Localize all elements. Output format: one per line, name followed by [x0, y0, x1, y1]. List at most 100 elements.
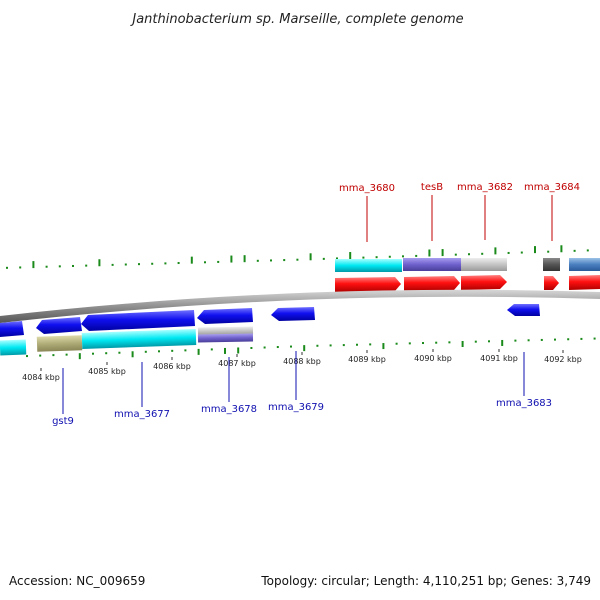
feature-gray-bottom[interactable] [197, 326, 254, 336]
gc-tick-top [124, 263, 127, 266]
gc-tick-top [441, 249, 444, 257]
gc-tick-bottom [527, 339, 530, 342]
gc-tick-top [349, 252, 352, 260]
tick-4090-label: 4090 kbp [414, 354, 452, 363]
gc-tick-bottom [237, 347, 240, 354]
gene-label-tesb[interactable]: tesB [421, 182, 443, 193]
gc-tick-top [481, 252, 484, 255]
tick-4085-label: 4085 kbp [88, 367, 126, 376]
gc-tick-top [454, 253, 457, 256]
gc-tick-bottom [580, 337, 583, 340]
gc-tick-bottom [382, 343, 385, 350]
genome-info-text: Topology: circular; Length: 4,110,251 bp… [261, 574, 591, 588]
gc-tick-bottom [356, 343, 358, 346]
gc-tick-top [520, 251, 523, 254]
gc-tick-top [468, 253, 470, 256]
gc-tick-top [362, 256, 365, 259]
gene-arrow-mma-3682[interactable] [461, 275, 507, 290]
gene-arrow-tesb[interactable] [404, 276, 460, 291]
gene-label-mma-3677[interactable]: mma_3677 [114, 409, 170, 420]
gene-labels-bottom: gst9 mma_3677 mma_3678 mma_3679 mma_3683 [52, 351, 552, 427]
gc-tick-bottom [65, 353, 68, 356]
tick-4091-label: 4091 kbp [480, 354, 518, 363]
gene-arrow-reverse-edge[interactable] [0, 321, 24, 337]
gc-tick-bottom [276, 346, 279, 349]
gc-tick-bottom [303, 345, 306, 352]
gene-arrow-mma-3684[interactable] [544, 276, 559, 290]
tick-4087-label: 4087 kbp [218, 359, 256, 368]
tick-4088-label: 4088 kbp [283, 357, 321, 366]
gene-label-mma-3683[interactable]: mma_3683 [496, 398, 552, 409]
feature-cyan-top[interactable] [335, 259, 402, 272]
gc-tick-top [204, 261, 206, 264]
genome-backbone [0, 289, 600, 323]
gc-skew-ticks-top [6, 245, 589, 269]
gene-arrow-mma-3683[interactable] [507, 304, 540, 316]
feature-purple-top[interactable] [403, 258, 461, 271]
gc-tick-top [573, 249, 576, 252]
gc-tick-bottom [342, 344, 345, 347]
feature-steel-top[interactable] [569, 258, 600, 271]
gc-tick-bottom [210, 348, 213, 351]
gene-arrow-mma-3679[interactable] [271, 307, 315, 321]
gc-skew-ticks-bottom [26, 337, 596, 360]
gene-arrow-mma-3677[interactable] [81, 310, 195, 331]
gc-tick-bottom [554, 338, 556, 341]
gc-tick-bottom [408, 342, 411, 345]
tick-4092-label: 4092 kbp [544, 355, 582, 364]
gc-tick-top [547, 250, 550, 253]
gc-tick-bottom [461, 340, 464, 347]
gene-label-mma-3680[interactable]: mma_3680 [339, 183, 395, 194]
gc-tick-bottom [448, 341, 451, 344]
gc-tick-top [164, 262, 167, 265]
gc-tick-bottom [290, 345, 292, 348]
gene-label-mma-3679[interactable]: mma_3679 [268, 402, 324, 413]
gc-tick-top [98, 259, 101, 267]
gene-arrow-mma-3678[interactable] [197, 308, 253, 324]
gc-tick-bottom [263, 346, 266, 349]
gc-tick-bottom [474, 340, 477, 343]
accession-text: Accession: NC_009659 [9, 574, 146, 588]
gc-tick-top [19, 266, 22, 269]
gene-label-mma-3684[interactable]: mma_3684 [524, 182, 580, 193]
gc-tick-top [560, 245, 563, 253]
gene-arrow-forward-edge[interactable] [569, 275, 600, 290]
gc-tick-top [243, 255, 246, 263]
gc-tick-bottom [197, 348, 200, 355]
feature-purple-bottom[interactable] [197, 333, 254, 343]
gc-tick-bottom [435, 341, 438, 344]
tick-4086-label: 4086 kbp [153, 362, 191, 371]
gc-tick-top [230, 255, 233, 263]
gene-label-gst9[interactable]: gst9 [52, 416, 74, 427]
tick-4084-label: 4084 kbp [22, 373, 60, 382]
feature-gray-top[interactable] [461, 258, 507, 271]
gene-arrow-mma-3680[interactable] [335, 277, 401, 292]
gc-tick-bottom [593, 337, 596, 340]
gene-label-mma-3678[interactable]: mma_3678 [201, 404, 257, 415]
gc-tick-bottom [316, 344, 319, 347]
feature-olive-bottom[interactable] [36, 335, 83, 352]
gc-tick-top [494, 247, 497, 255]
gc-tick-top [336, 257, 338, 260]
gc-tick-top [402, 255, 404, 258]
gc-tick-bottom [26, 355, 28, 358]
feature-cyan-bottom[interactable] [81, 329, 197, 349]
gc-tick-bottom [144, 350, 147, 353]
gc-tick-bottom [567, 338, 570, 341]
gc-tick-top [415, 254, 418, 257]
gc-tick-bottom [422, 342, 424, 345]
feature-cyan-edge-bottom[interactable] [0, 339, 27, 356]
gc-tick-bottom [224, 347, 226, 354]
gc-tick-top [322, 257, 325, 260]
gc-tick-bottom [369, 343, 372, 346]
gene-label-mma-3682[interactable]: mma_3682 [457, 182, 513, 193]
gc-tick-top [586, 249, 589, 252]
gc-tick-bottom [78, 353, 81, 360]
gene-arrow-gst9[interactable] [36, 317, 82, 334]
tick-4089-label: 4089 kbp [348, 355, 386, 364]
gc-tick-bottom [184, 349, 187, 352]
gc-tick-top [6, 266, 8, 269]
gc-tick-top [177, 262, 180, 265]
gc-tick-bottom [171, 349, 174, 352]
feature-dark-top[interactable] [543, 258, 560, 271]
